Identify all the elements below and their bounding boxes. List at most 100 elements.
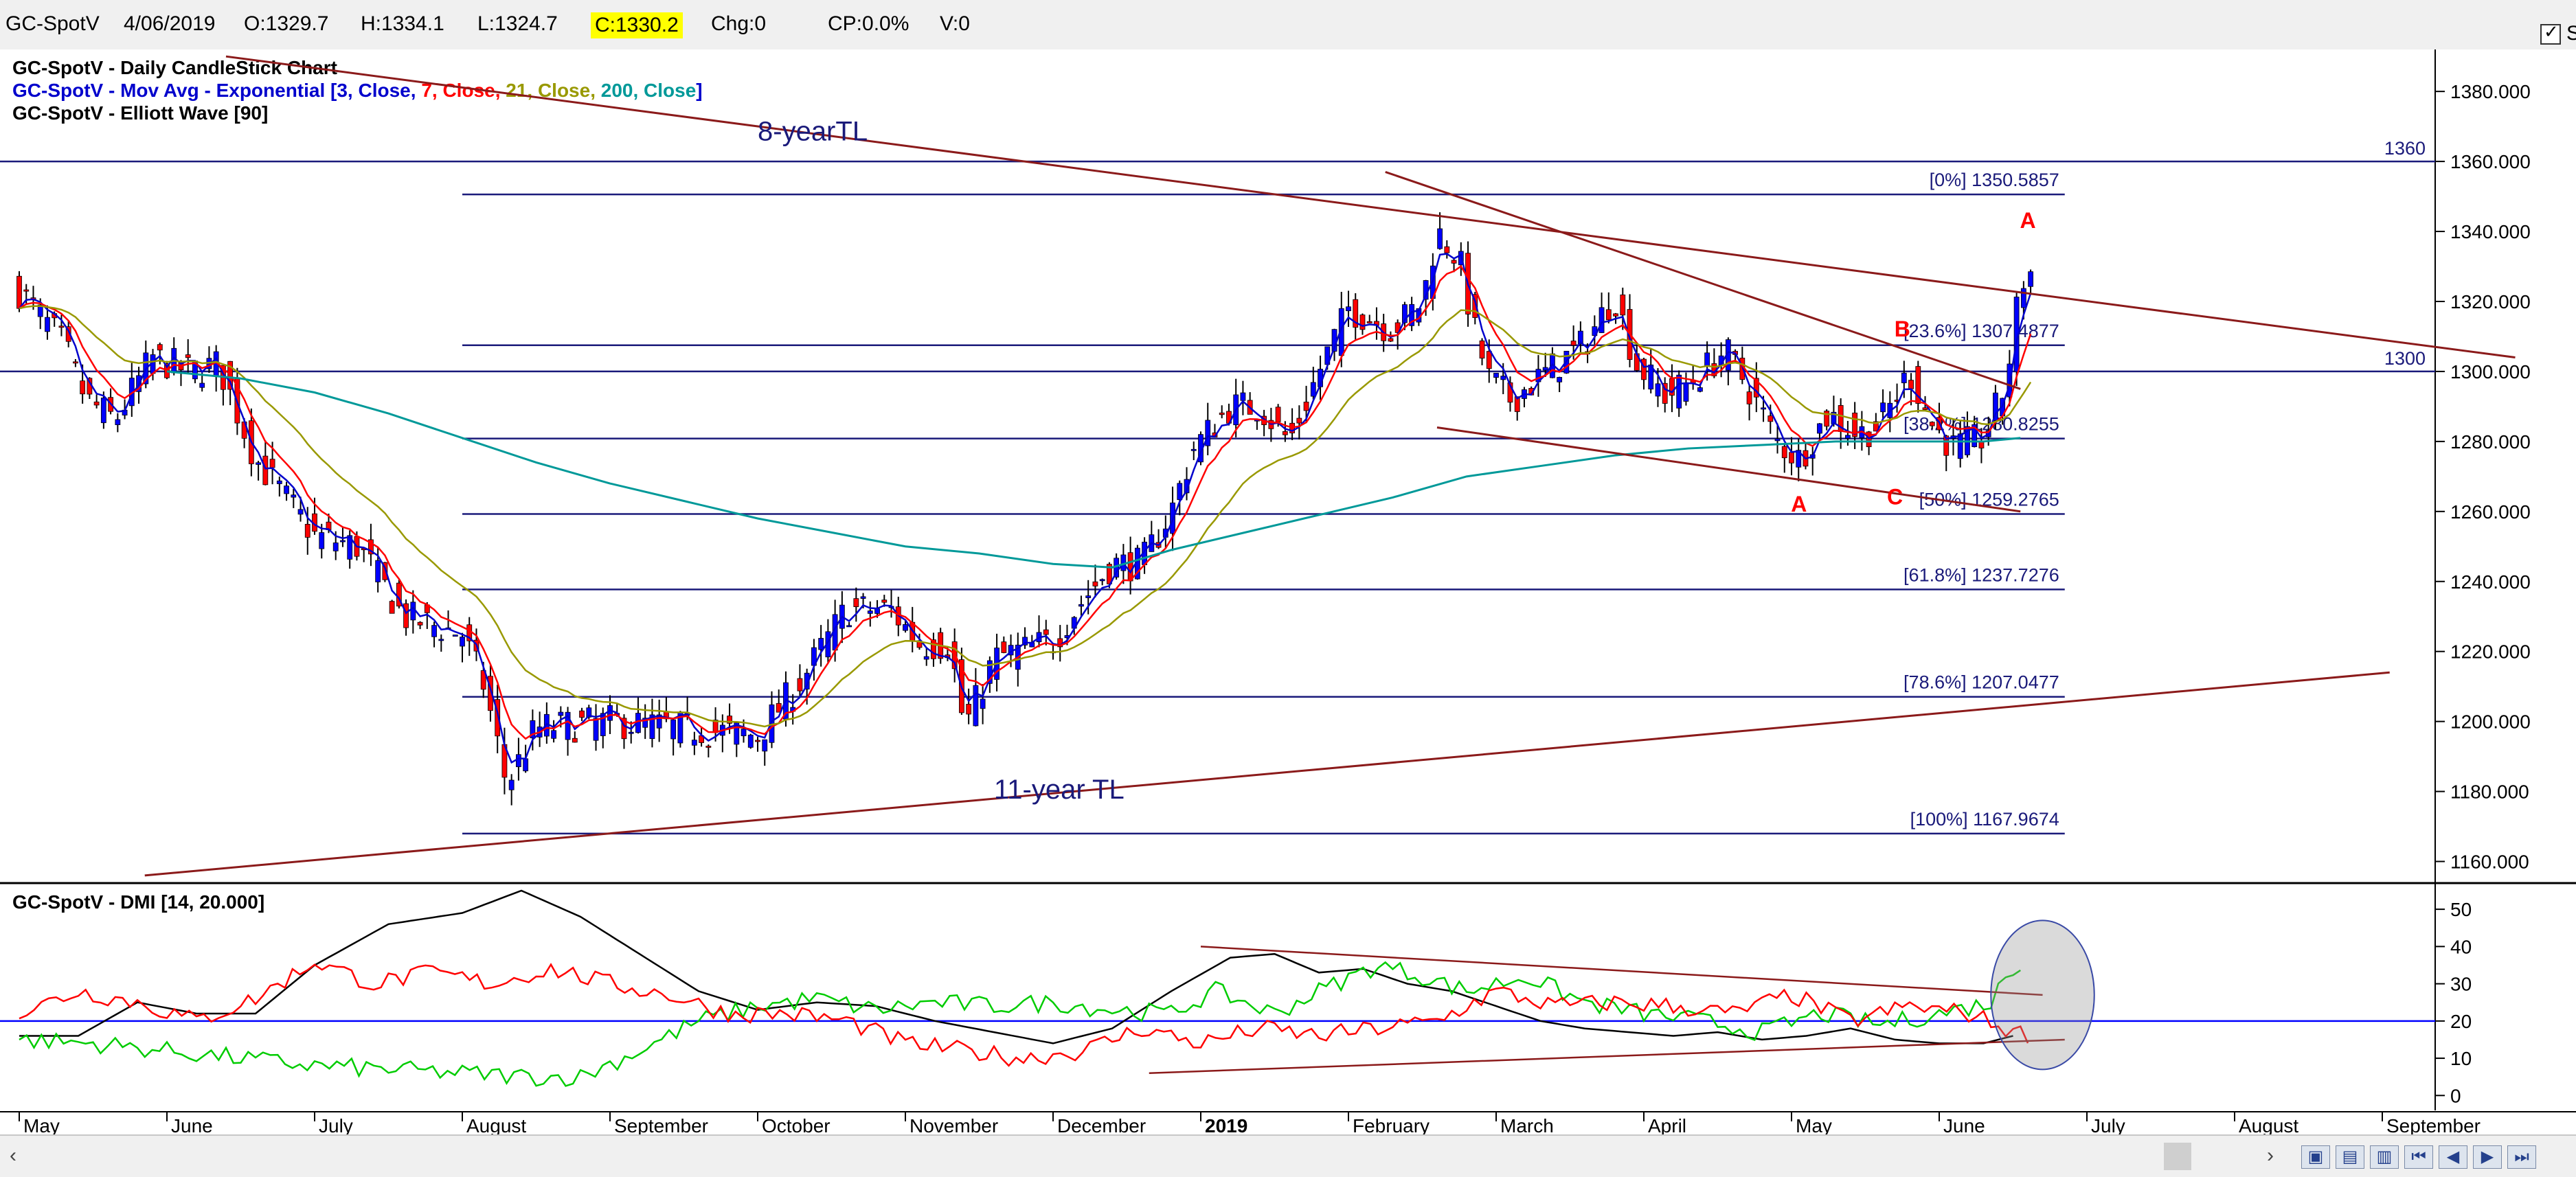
candle	[642, 718, 648, 728]
candle	[656, 714, 662, 729]
price-panel[interactable]: GC-SpotV - Daily CandleStick ChartGC-Spo…	[0, 49, 2576, 1110]
candle	[1908, 380, 1914, 389]
chart-area[interactable]: GC-SpotV - Daily CandleStick ChartGC-Spo…	[0, 49, 2576, 1134]
zoom-fit-icon[interactable]: ▥	[2370, 1145, 2399, 1169]
zoom-in-icon[interactable]: ▣	[2301, 1145, 2330, 1169]
wave-label: A	[1791, 492, 1807, 516]
fibonacci-label: [100%] 1167.9674	[1910, 809, 2059, 830]
candle	[1190, 448, 1197, 451]
dmi-tick-label: 20	[2450, 1011, 2472, 1032]
candle	[649, 714, 655, 740]
candle	[1993, 392, 1998, 421]
candle	[480, 670, 486, 690]
candle	[438, 639, 444, 641]
candle	[600, 713, 606, 736]
candle	[508, 779, 515, 790]
candle	[1570, 341, 1577, 346]
show-last-toggle[interactable]: Show Last	[2540, 10, 2576, 45]
candle	[1402, 304, 1408, 323]
candle	[389, 601, 395, 614]
checkbox-checked-icon[interactable]	[2540, 21, 2561, 45]
candle	[860, 596, 866, 599]
candle	[45, 317, 50, 332]
scroll-right-icon[interactable]: ›	[2267, 1144, 2274, 1167]
candle	[558, 711, 564, 716]
candle	[1683, 382, 1689, 402]
candle	[1922, 407, 1928, 410]
price-tick-label: 1200.000	[2450, 711, 2531, 733]
volume-value: V:0	[940, 12, 970, 35]
wave-label: B	[1895, 317, 1910, 341]
plus-di-line	[19, 961, 2021, 1087]
scrollbar-thumb[interactable]	[2164, 1143, 2191, 1170]
highlight-ellipse	[1990, 919, 2095, 1071]
candle	[966, 704, 972, 715]
candle	[853, 598, 859, 607]
fibonacci-label: [23.6%] 1307.4877	[1903, 321, 2059, 341]
ema-3-line	[19, 253, 2032, 764]
candle	[256, 462, 261, 465]
dmi-trendline	[1149, 1038, 2065, 1075]
next-bar-icon[interactable]: ▶	[2473, 1145, 2502, 1169]
candle	[269, 459, 275, 468]
trendline	[144, 671, 2390, 877]
candle	[1852, 412, 1858, 437]
candle	[1824, 411, 1830, 427]
candle	[1388, 338, 1394, 342]
candle	[1507, 382, 1513, 403]
zoom-out-icon[interactable]: ▤	[2336, 1145, 2364, 1169]
candle	[1359, 315, 1366, 330]
legend-entry: GC-SpotV - Mov Avg - Exponential [3, Clo…	[12, 80, 703, 101]
candle	[734, 722, 740, 745]
candle	[1781, 446, 1787, 459]
candle	[319, 532, 325, 549]
candle	[1761, 407, 1766, 410]
candle	[1296, 418, 1302, 424]
level-label: 1300	[2384, 348, 2426, 369]
candle	[1303, 402, 1309, 411]
candle	[1845, 435, 1851, 439]
candle	[1662, 382, 1668, 404]
candle	[1085, 595, 1092, 598]
candle	[1001, 641, 1007, 653]
candle	[747, 734, 754, 748]
price-tick-label: 1160.000	[2450, 852, 2529, 873]
candle	[1127, 552, 1133, 582]
candle	[1353, 299, 1359, 328]
legend-entry-part: GC-SpotV - Mov Avg - Exponential [3, Clo…	[12, 80, 421, 101]
previous-bar-icon[interactable]: ◀	[2439, 1145, 2467, 1169]
candle	[1444, 246, 1450, 253]
candle	[1022, 637, 1028, 645]
last-bar-icon[interactable]: ⏭	[2507, 1145, 2536, 1169]
candle	[903, 624, 908, 631]
dmi-tick-label: 0	[2450, 1085, 2461, 1106]
candle	[375, 560, 381, 582]
candle	[16, 275, 22, 309]
time-tick-label: August	[2239, 1115, 2298, 1134]
dmi-panel[interactable]: GC-SpotV - DMI [14, 20.000] 0 10 20 30 40 50	[0, 889, 2472, 1106]
candle	[628, 731, 634, 734]
candle	[1092, 581, 1098, 586]
symbol-label: GC-SpotV	[5, 12, 100, 35]
candle	[1901, 372, 1907, 383]
candle	[923, 656, 929, 660]
first-bar-icon[interactable]: ⏮	[2404, 1145, 2433, 1169]
candle	[1177, 483, 1183, 501]
scroll-left-icon[interactable]: ‹	[10, 1144, 16, 1167]
candle	[1880, 402, 1886, 413]
high-value: H:1334.1	[361, 12, 444, 35]
candle	[705, 746, 712, 748]
show-last-label: Show Last	[2566, 22, 2576, 45]
candle	[368, 539, 374, 555]
candle	[1346, 306, 1351, 312]
candle	[2028, 271, 2033, 287]
price-tick-label: 1240.000	[2450, 571, 2531, 593]
time-tick-label: May	[1796, 1115, 1832, 1134]
candle	[1774, 438, 1781, 442]
candle	[1746, 391, 1752, 404]
candle	[776, 702, 782, 713]
price-tick-label: 1220.000	[2450, 641, 2531, 663]
time-tick-label: 2019	[1205, 1115, 1247, 1134]
dmi-trendline	[1200, 946, 2043, 996]
trendline-label: 11-year TL	[994, 775, 1125, 805]
